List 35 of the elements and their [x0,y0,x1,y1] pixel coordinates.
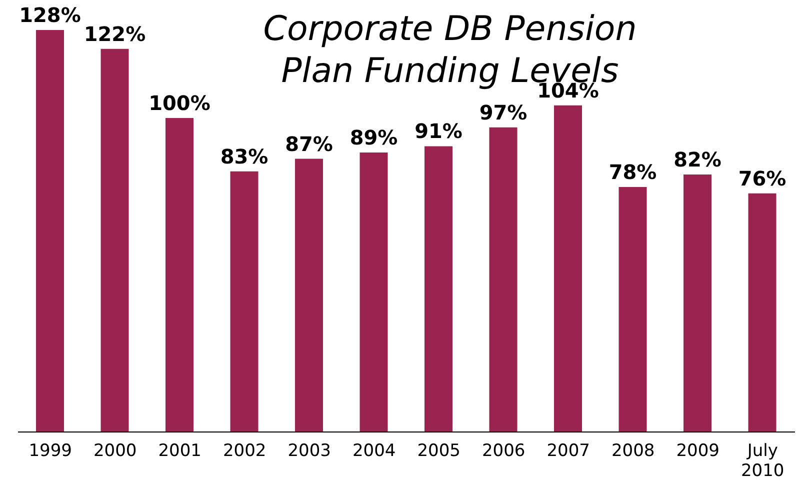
x-tick-label: 2004 [352,441,396,461]
bar [166,118,194,432]
x-tick-label: July 2010 [740,441,784,481]
data-label: 87% [285,132,333,156]
data-label: 78% [608,160,657,184]
bar [100,48,129,432]
data-label: 91% [414,119,462,144]
bar [489,127,518,432]
bar [684,174,712,432]
x-tick-label: 2002 [222,441,266,461]
x-tick-label: 2003 [288,441,332,461]
x-tick-label: 2000 [93,441,137,461]
bar [36,30,64,432]
x-tick-label: 2008 [611,441,655,461]
bar [748,193,776,432]
data-label: 122% [84,22,146,46]
bar [424,146,452,432]
data-label: 100% [148,90,210,115]
bar [618,187,647,432]
x-tick-label: 2006 [482,441,526,461]
data-label: 128% [19,3,81,27]
bar [295,158,323,432]
x-tick-label: 1999 [28,441,72,461]
data-label: 97% [479,100,528,124]
data-label: 76% [738,166,786,190]
bar [360,152,388,432]
data-label: 82% [674,147,722,172]
x-tick-label: 2007 [546,441,590,461]
x-tick-label: 2009 [676,441,720,461]
bar [554,105,582,432]
x-tick-label: 2001 [158,441,202,461]
x-tick-label: 2005 [417,441,461,461]
data-label: 83% [220,144,268,168]
data-label: 89% [350,125,398,150]
bar [230,171,258,432]
